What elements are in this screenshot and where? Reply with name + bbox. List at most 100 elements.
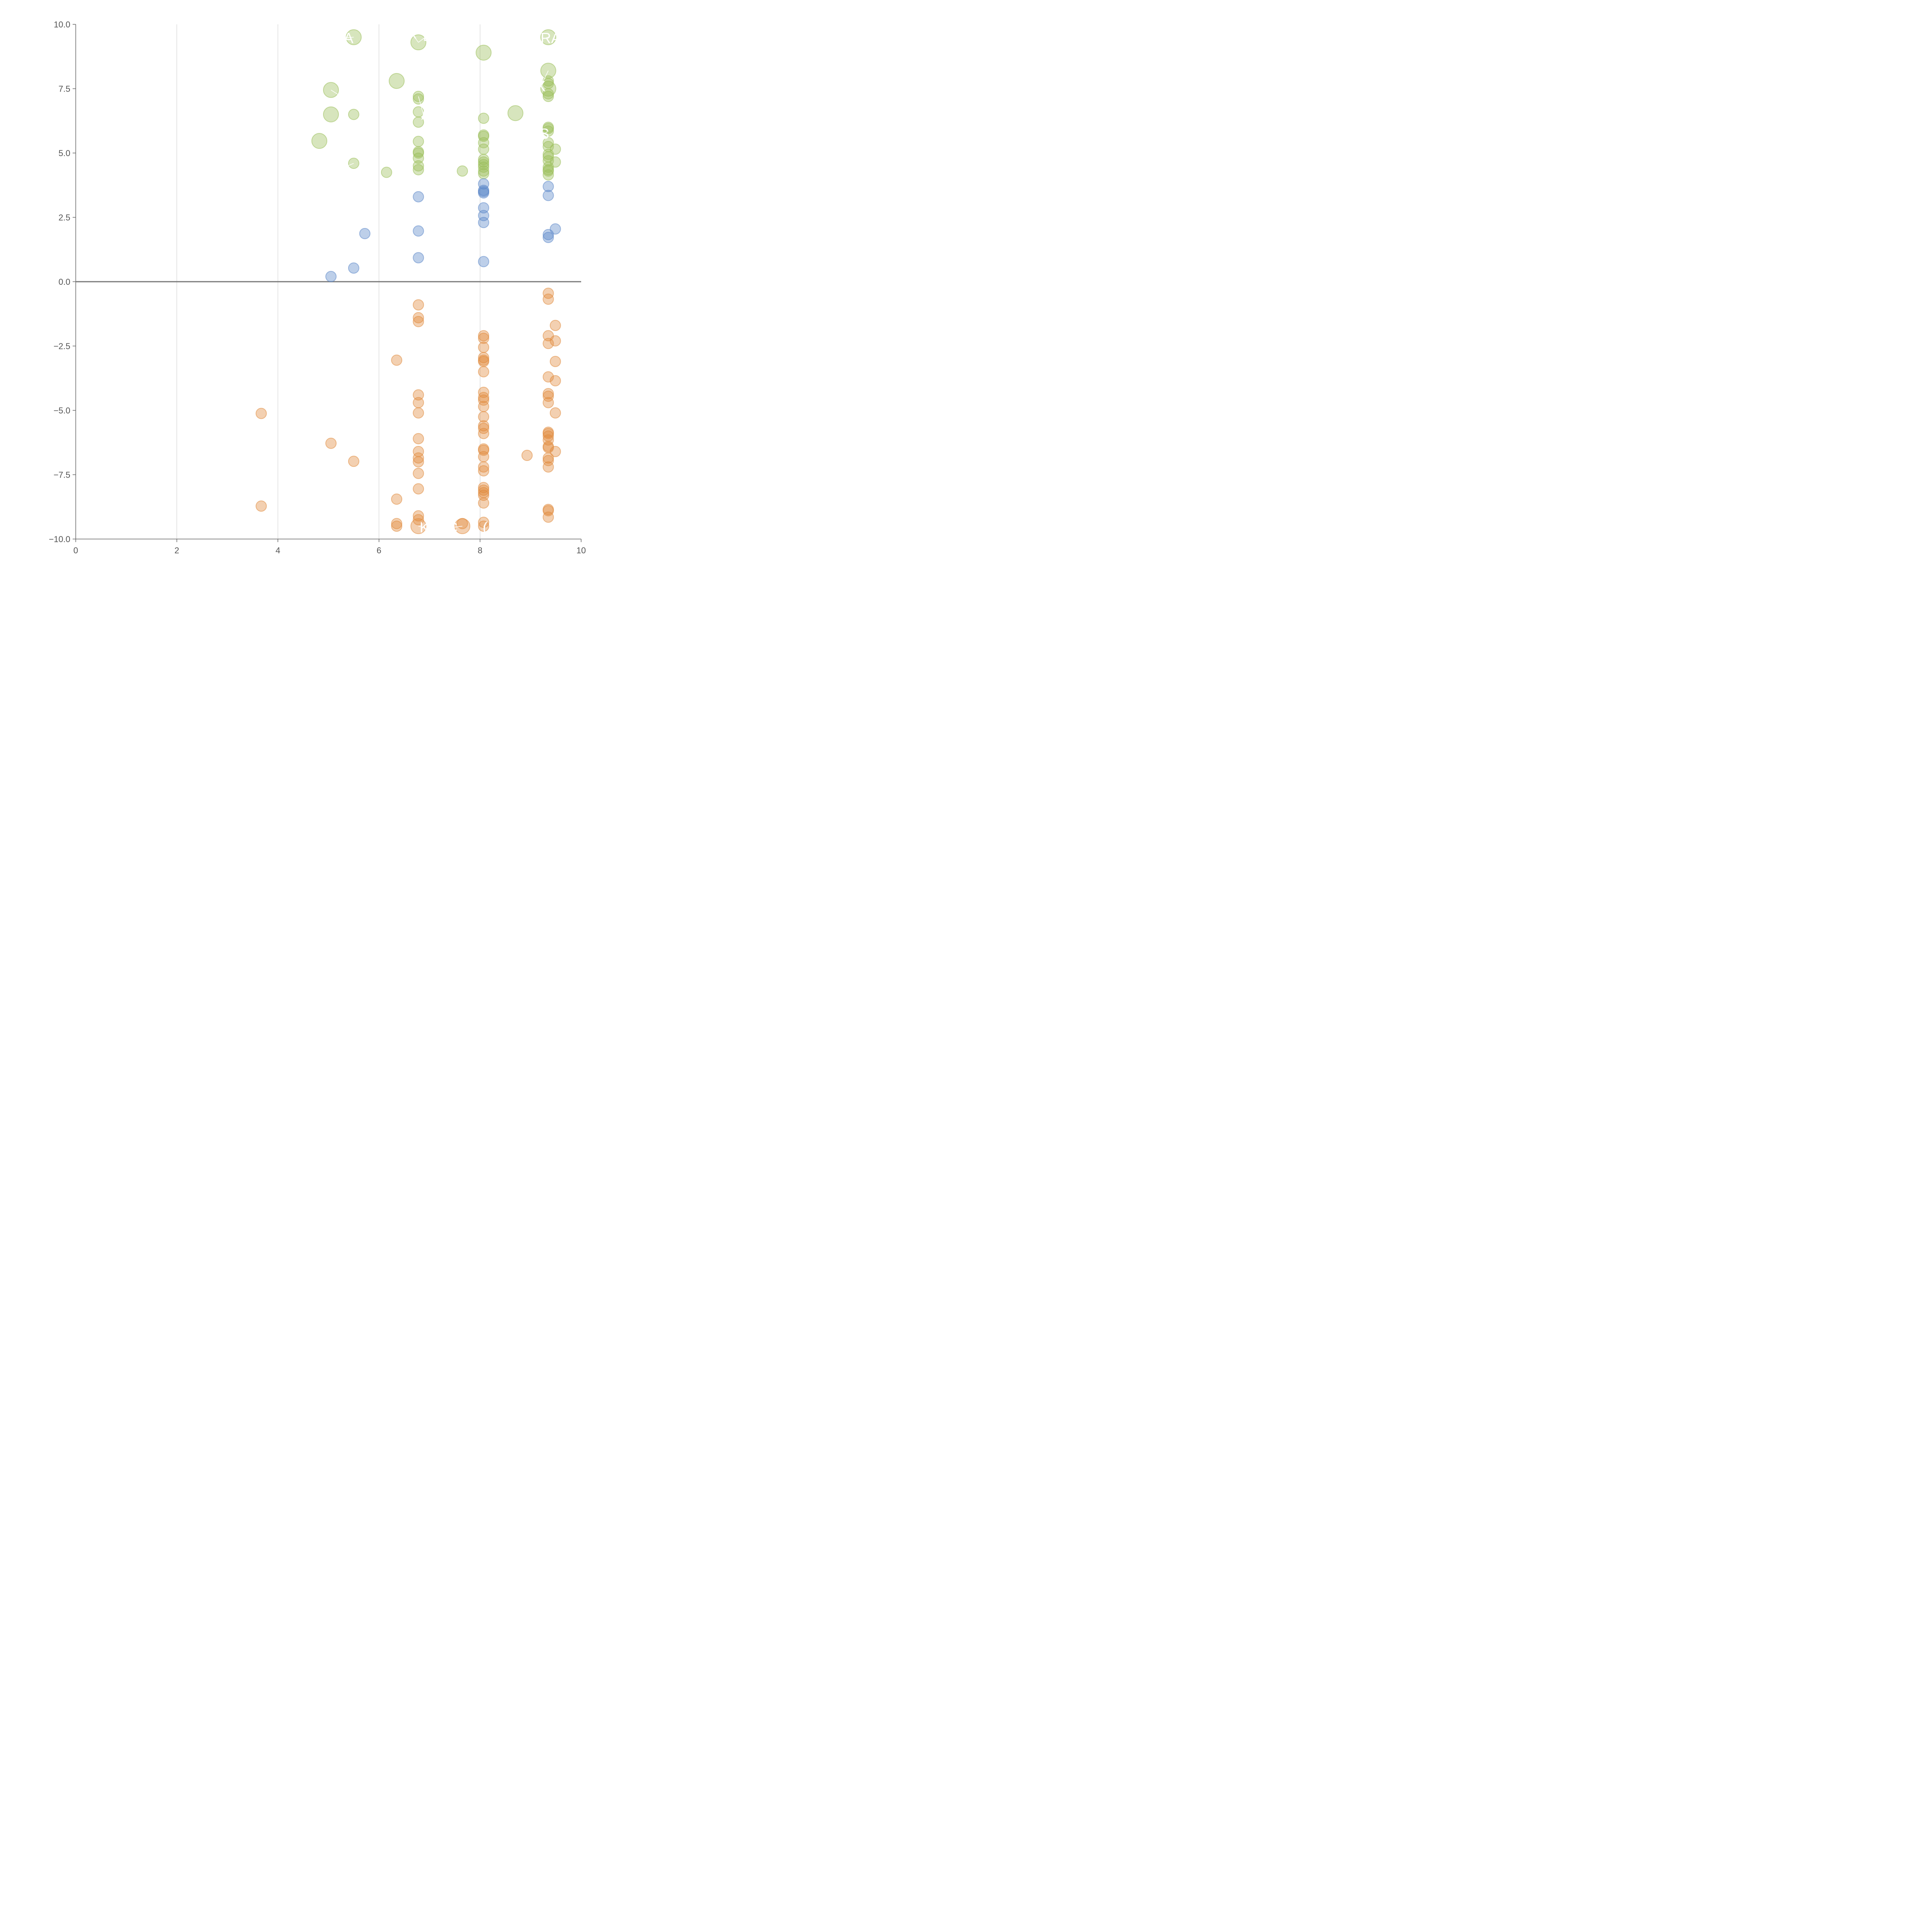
data-point-orange — [543, 371, 554, 383]
data-point-green — [478, 137, 490, 148]
point-annotation: S — [539, 126, 549, 142]
data-point-orange — [413, 483, 424, 495]
data-point-green — [543, 169, 554, 181]
data-point-orange — [413, 514, 424, 526]
data-point-blue — [549, 223, 561, 235]
data-point-green — [507, 105, 524, 121]
data-point-orange — [543, 511, 554, 523]
data-point-green — [543, 165, 554, 177]
data-point-green — [478, 131, 490, 142]
data-point-orange — [478, 333, 490, 344]
data-point-green — [348, 109, 359, 120]
data-point-orange — [478, 465, 490, 477]
data-point-orange — [549, 335, 561, 347]
data-point-orange — [413, 397, 424, 408]
data-point-orange — [543, 397, 554, 408]
data-point-blue — [543, 231, 554, 243]
x-tick-label: 10 — [577, 546, 586, 555]
point-annotation: C — [447, 520, 457, 536]
data-point-orange — [391, 493, 403, 505]
annotation-leader — [452, 526, 463, 528]
point-annotation: / — [422, 107, 426, 123]
data-point-green — [413, 93, 424, 105]
data-points — [255, 29, 561, 534]
data-point-green — [413, 164, 424, 175]
data-point-orange — [478, 444, 490, 456]
data-point-orange — [549, 407, 561, 419]
data-point-orange — [457, 518, 468, 529]
data-point-orange — [413, 316, 424, 327]
data-point-orange — [549, 320, 561, 331]
data-point-orange — [255, 500, 267, 512]
data-point-green — [413, 160, 424, 172]
data-point-orange — [543, 390, 554, 402]
x-tick-label: 4 — [276, 546, 280, 555]
data-point-blue — [543, 190, 554, 201]
data-point-orange — [478, 517, 490, 528]
annotation-leader — [418, 96, 424, 115]
data-point-green — [543, 88, 554, 100]
y-tick-label: 10.0 — [54, 20, 70, 29]
data-point-blue — [325, 271, 337, 282]
data-point-green — [413, 136, 424, 147]
annotation-leader — [544, 131, 549, 134]
data-point-orange — [391, 518, 403, 529]
y-tick-label: −2.5 — [54, 342, 70, 351]
data-point-green — [413, 152, 424, 164]
x-tick-label: 8 — [478, 546, 482, 555]
axes: 0 2 4 6 8 10 10.0 7.5 5.0 2.5 0.0 −2.5 −5.0 −7.5 −10.0 — [49, 20, 586, 555]
data-point-orange — [543, 455, 554, 466]
data-point-orange — [478, 394, 490, 406]
data-point-blue — [348, 262, 359, 274]
annotation-leader — [418, 526, 425, 528]
data-point-green — [381, 167, 392, 178]
data-point-orange — [478, 451, 490, 463]
data-point-orange — [255, 408, 267, 419]
data-point-green — [543, 123, 554, 134]
annotation-leader — [331, 90, 342, 97]
data-point-green — [311, 133, 328, 149]
data-point-orange — [478, 330, 490, 342]
data-point-blue — [359, 228, 371, 239]
y-tick-label: −5.0 — [54, 406, 70, 415]
data-point-blue — [543, 181, 554, 192]
data-point-green — [323, 106, 339, 122]
data-point-orange — [413, 468, 424, 479]
data-point-green — [478, 159, 490, 170]
data-point-green — [549, 156, 561, 168]
data-point-orange — [325, 437, 337, 449]
annotation-leader — [344, 37, 354, 39]
data-point-orange — [478, 342, 490, 353]
data-point-orange — [413, 456, 424, 468]
data-point-orange — [478, 461, 490, 473]
data-point-orange — [478, 497, 490, 509]
data-point-blue — [478, 256, 490, 267]
data-point-orange — [348, 456, 359, 467]
annotation-leader — [540, 70, 549, 87]
data-point-orange — [549, 355, 561, 367]
point-annotation: ( — [483, 520, 488, 536]
x-tick-label: 6 — [377, 546, 381, 555]
data-point-green — [543, 137, 554, 148]
annotation-leader — [546, 37, 549, 39]
data-point-orange — [549, 375, 561, 386]
point-annotation: L — [423, 28, 431, 44]
data-point-orange — [478, 411, 490, 423]
data-point-green — [478, 162, 490, 173]
annotation-leader — [412, 33, 419, 43]
data-point-orange — [543, 461, 554, 473]
data-point-orange — [543, 388, 554, 400]
data-point-green — [478, 165, 490, 177]
data-point-orange — [413, 510, 424, 522]
data-point-green — [413, 116, 424, 128]
y-tick-label: 0.0 — [58, 277, 70, 287]
point-annotation: X — [407, 26, 417, 42]
data-point-orange — [543, 434, 554, 446]
data-point-orange — [543, 452, 554, 464]
data-point-blue — [478, 178, 490, 190]
data-point-green — [389, 73, 405, 89]
y-tick-label: −7.5 — [54, 470, 70, 480]
data-point-green — [475, 44, 492, 61]
data-point-orange — [478, 428, 490, 439]
data-point-orange — [478, 490, 490, 501]
